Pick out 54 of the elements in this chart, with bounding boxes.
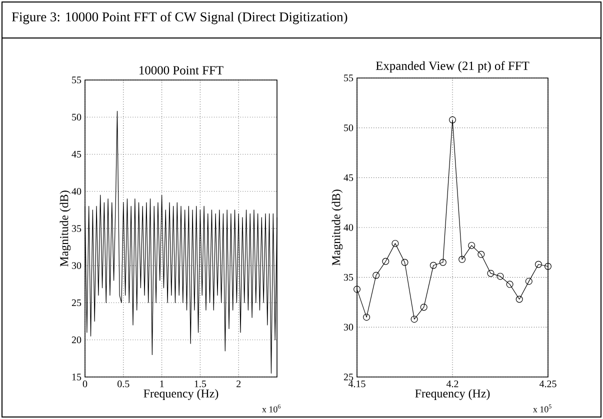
y-tick-label: 25 xyxy=(344,374,354,380)
text: x 10$^{5}$ xyxy=(533,404,552,412)
point xyxy=(468,242,476,249)
point xyxy=(544,262,552,270)
point xyxy=(525,278,532,285)
y-axis-title: Magnitude (dB) xyxy=(332,190,343,266)
point xyxy=(534,260,542,268)
text: x 10$^{6}$ xyxy=(262,404,280,412)
x-tick-label: 0 xyxy=(82,380,88,388)
point xyxy=(372,272,380,279)
y-tick-label: 50 xyxy=(344,124,354,132)
x-axis-title: Frequency (Hz) xyxy=(144,389,218,400)
x-tick-label: 0.5 xyxy=(118,380,130,388)
x-tick-label: 1.5 xyxy=(194,380,206,388)
point xyxy=(382,258,390,265)
caption: Figure 3: 10000 Point FFT of CW Signal (Direct Digitization) xyxy=(12,12,348,24)
point xyxy=(363,314,370,321)
point xyxy=(496,272,504,280)
point xyxy=(478,250,485,258)
chart-title: 10000 Point FFT xyxy=(140,66,224,75)
y-tick-label: 45 xyxy=(344,174,354,181)
point xyxy=(354,286,361,293)
point xyxy=(487,270,494,277)
point xyxy=(449,116,456,124)
x-tick-label: 4.2 xyxy=(446,380,458,388)
y-tick-label: 35 xyxy=(72,225,82,232)
point xyxy=(410,316,418,323)
y-tick-label: 30 xyxy=(344,324,354,331)
y-tick-label: 30 xyxy=(72,262,82,269)
y-tick-label: 20 xyxy=(72,336,82,344)
point xyxy=(420,304,428,311)
y-axis-title: Magnitude (dB) xyxy=(60,190,71,267)
chart-title: Expanded View (21 pt) of FFT xyxy=(376,61,530,73)
y-tick-label: 50 xyxy=(72,114,82,120)
y-tick-label: 45 xyxy=(72,150,82,158)
x-tick-label: 1 xyxy=(160,380,164,388)
y-tick-label: 40 xyxy=(72,188,82,195)
point xyxy=(430,262,437,269)
x-tick-label: 4.25 xyxy=(539,380,556,388)
x-axis-title: Frequency (Hz) xyxy=(415,389,490,400)
y-tick-label: 15 xyxy=(72,374,82,380)
point xyxy=(458,256,466,263)
point xyxy=(516,296,523,303)
point xyxy=(401,258,408,266)
y-tick-label: 35 xyxy=(344,274,354,281)
y-tick-label: 25 xyxy=(72,299,82,306)
point xyxy=(439,258,446,266)
y-tick-label: 55 xyxy=(344,74,354,82)
x-tick-label: 2 xyxy=(236,380,241,388)
x-tick-label: 4.15 xyxy=(348,380,366,388)
point xyxy=(506,280,514,288)
y-tick-label: 40 xyxy=(344,224,354,231)
y-tick-label: 55 xyxy=(72,76,82,84)
point xyxy=(392,240,399,247)
